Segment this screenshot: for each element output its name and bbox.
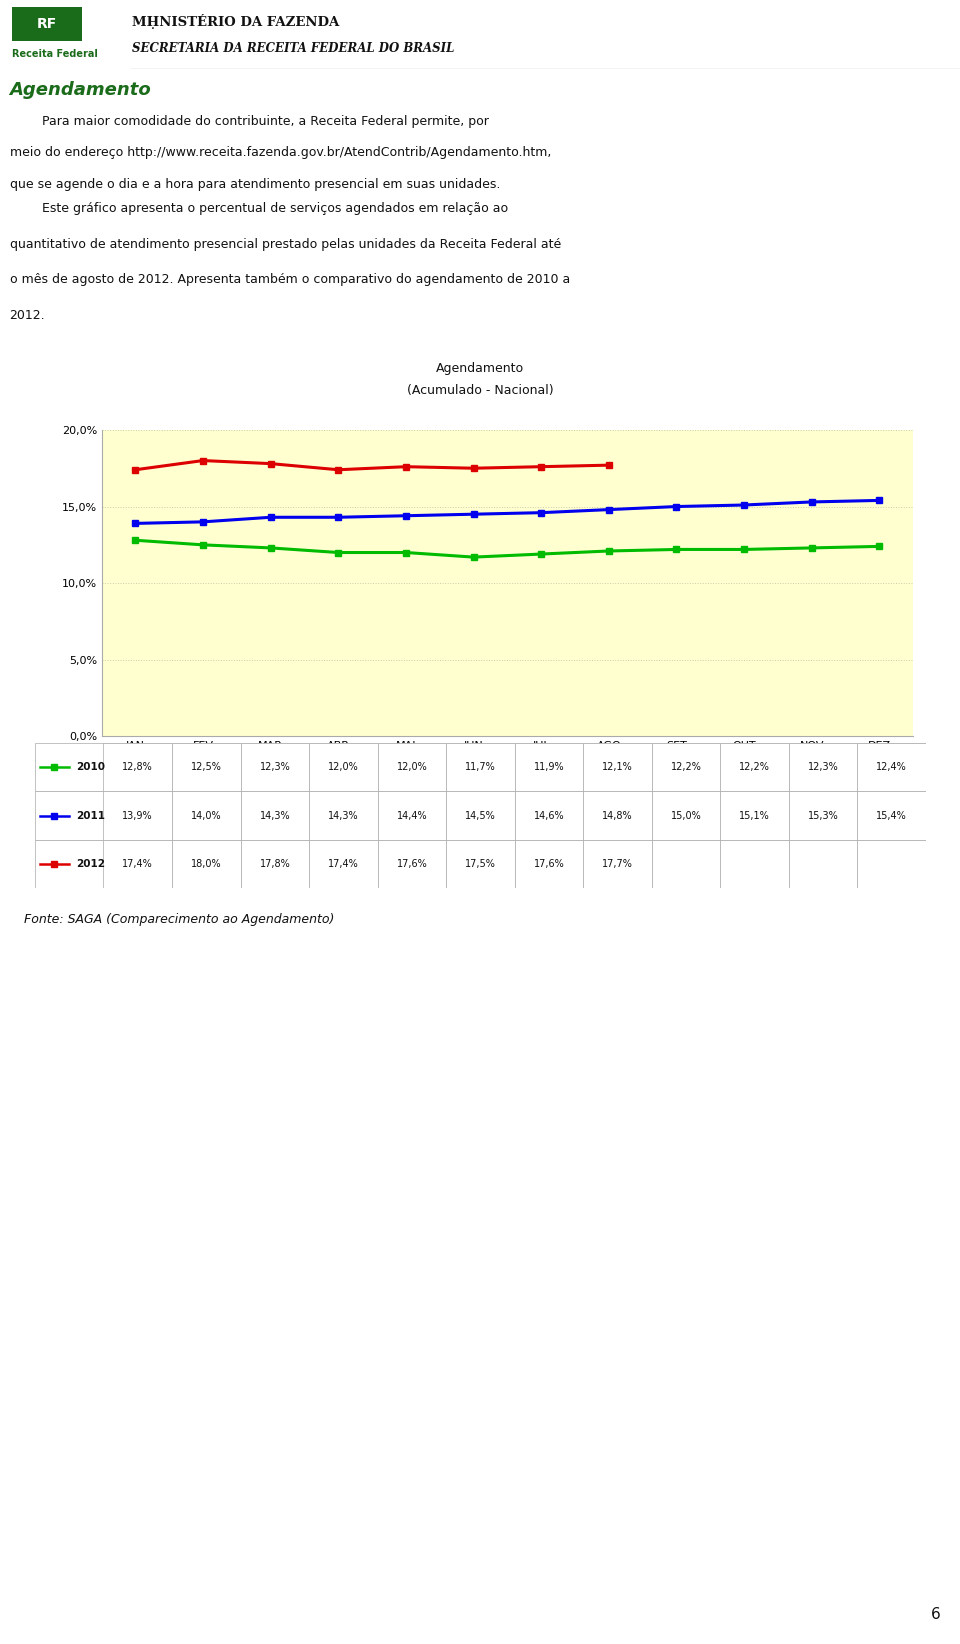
Text: 15,4%: 15,4% — [876, 810, 907, 820]
Bar — [172, 840, 241, 888]
Bar — [104, 840, 172, 888]
Bar — [35, 840, 926, 888]
Text: Agendamento: Agendamento — [436, 362, 524, 375]
Text: 15,3%: 15,3% — [807, 810, 838, 820]
Bar — [309, 791, 377, 840]
Bar — [377, 840, 446, 888]
Bar — [104, 791, 172, 840]
Text: Fonte: SAGA (Comparecimento ao Agendamento): Fonte: SAGA (Comparecimento ao Agendamen… — [24, 914, 334, 926]
Text: 12,2%: 12,2% — [739, 763, 770, 773]
Bar — [241, 743, 309, 791]
Text: 12,8%: 12,8% — [122, 763, 154, 773]
Bar — [309, 743, 377, 791]
Bar — [515, 840, 584, 888]
Bar — [857, 791, 926, 840]
Text: Receita Federal: Receita Federal — [12, 49, 98, 59]
Text: Para maior comodidade do contribuinte, a Receita Federal permite, por: Para maior comodidade do contribuinte, a… — [10, 115, 489, 128]
Text: 11,9%: 11,9% — [534, 763, 564, 773]
Bar — [652, 791, 720, 840]
Bar — [241, 791, 309, 840]
Bar — [584, 791, 652, 840]
Text: 17,4%: 17,4% — [122, 860, 154, 870]
Text: 12,4%: 12,4% — [876, 763, 907, 773]
Text: RF: RF — [36, 18, 57, 31]
Text: SECRETARIA DA RECEITA FEDERAL DO BRASIL: SECRETARIA DA RECEITA FEDERAL DO BRASIL — [132, 43, 454, 56]
FancyBboxPatch shape — [15, 344, 945, 896]
Bar — [720, 791, 789, 840]
Text: 17,6%: 17,6% — [534, 860, 564, 870]
Text: 17,6%: 17,6% — [396, 860, 427, 870]
Text: 14,8%: 14,8% — [602, 810, 633, 820]
Text: 2012: 2012 — [76, 860, 105, 870]
Text: 2010: 2010 — [76, 763, 105, 773]
Bar — [172, 791, 241, 840]
Text: 12,3%: 12,3% — [807, 763, 838, 773]
Text: 14,3%: 14,3% — [259, 810, 290, 820]
Text: 14,4%: 14,4% — [396, 810, 427, 820]
Bar — [789, 840, 857, 888]
Bar — [584, 840, 652, 888]
Bar — [584, 743, 652, 791]
Text: 11,7%: 11,7% — [465, 763, 495, 773]
Text: 2012.: 2012. — [10, 309, 45, 322]
Text: 12,2%: 12,2% — [671, 763, 702, 773]
Bar — [309, 840, 377, 888]
Text: (Acumulado - Nacional): (Acumulado - Nacional) — [407, 383, 553, 396]
Text: 15,1%: 15,1% — [739, 810, 770, 820]
Bar — [652, 743, 720, 791]
Text: 14,5%: 14,5% — [465, 810, 495, 820]
Text: 12,5%: 12,5% — [191, 763, 222, 773]
Text: quantitativo de atendimento presencial prestado pelas unidades da Receita Federa: quantitativo de atendimento presencial p… — [10, 238, 561, 250]
Text: 17,5%: 17,5% — [465, 860, 496, 870]
Text: 15,0%: 15,0% — [671, 810, 702, 820]
Text: 17,4%: 17,4% — [328, 860, 359, 870]
Text: MḤNISTÉRIO DA FAZENDA: MḤNISTÉRIO DA FAZENDA — [132, 13, 339, 30]
Bar — [377, 791, 446, 840]
Bar — [104, 743, 172, 791]
Text: 12,3%: 12,3% — [259, 763, 290, 773]
Text: 14,3%: 14,3% — [328, 810, 359, 820]
FancyBboxPatch shape — [12, 7, 82, 41]
Bar — [172, 743, 241, 791]
Text: 18,0%: 18,0% — [191, 860, 222, 870]
Text: 12,0%: 12,0% — [396, 763, 427, 773]
Text: 14,6%: 14,6% — [534, 810, 564, 820]
Text: que se agende o dia e a hora para atendimento presencial em suas unidades.: que se agende o dia e a hora para atendi… — [10, 178, 500, 191]
Text: 14,0%: 14,0% — [191, 810, 222, 820]
Text: 12,0%: 12,0% — [328, 763, 359, 773]
Bar — [446, 743, 515, 791]
Bar — [35, 791, 926, 840]
Bar — [241, 840, 309, 888]
Bar — [515, 743, 584, 791]
Text: 6: 6 — [931, 1606, 941, 1623]
Bar — [446, 840, 515, 888]
Text: 12,1%: 12,1% — [602, 763, 633, 773]
Bar — [857, 743, 926, 791]
Bar — [789, 743, 857, 791]
Text: 13,9%: 13,9% — [123, 810, 153, 820]
Text: meio do endereço http://www.receita.fazenda.gov.br/AtendContrib/Agendamento.htm,: meio do endereço http://www.receita.faze… — [10, 146, 551, 159]
Bar — [446, 791, 515, 840]
Bar — [720, 743, 789, 791]
Text: 17,7%: 17,7% — [602, 860, 633, 870]
Bar — [720, 840, 789, 888]
Bar — [652, 840, 720, 888]
Text: Agendamento: Agendamento — [10, 82, 152, 99]
Bar — [377, 743, 446, 791]
Text: 17,8%: 17,8% — [259, 860, 290, 870]
Bar — [857, 840, 926, 888]
Bar — [35, 743, 926, 791]
Bar — [789, 791, 857, 840]
Text: 2011: 2011 — [76, 810, 105, 820]
Bar — [515, 791, 584, 840]
Text: Este gráfico apresenta o percentual de serviços agendados em relação ao: Este gráfico apresenta o percentual de s… — [10, 202, 508, 215]
Text: o mês de agosto de 2012. Apresenta também o comparativo do agendamento de 2010 a: o mês de agosto de 2012. Apresenta també… — [10, 273, 570, 286]
